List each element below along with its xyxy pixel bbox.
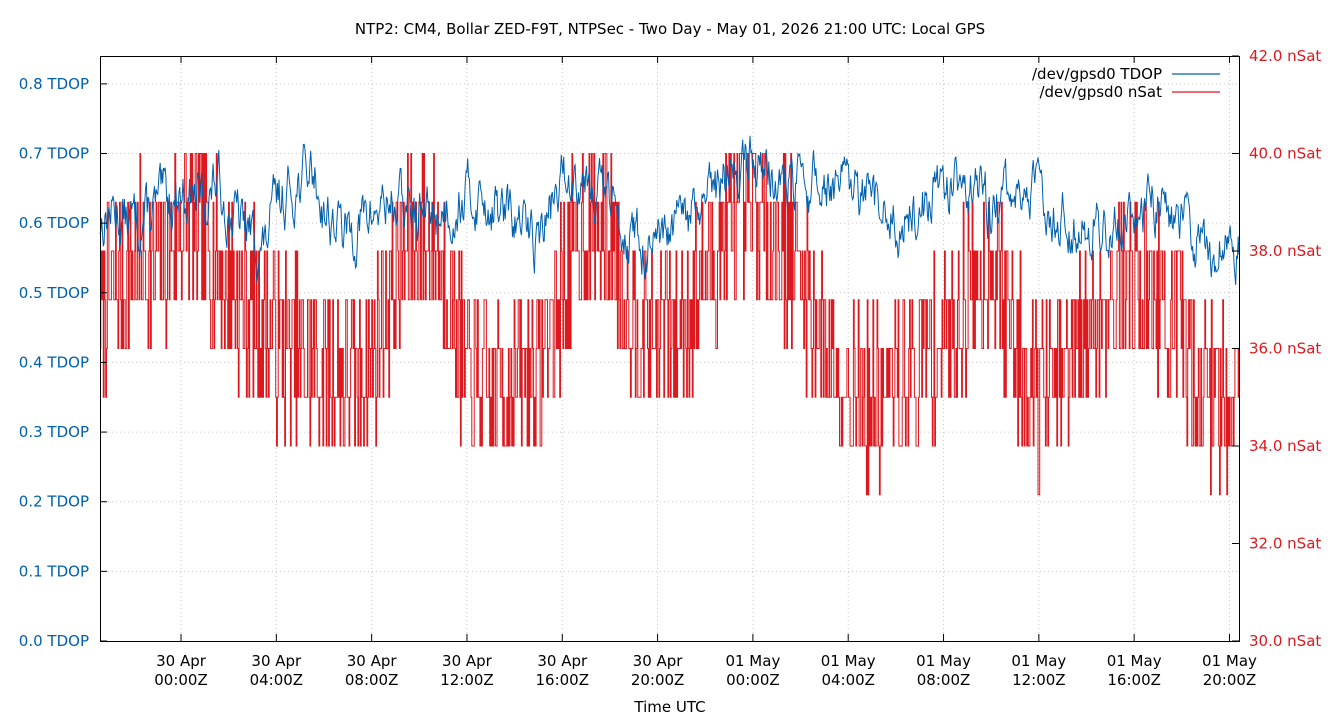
y-left-tick-label: 0.5 TDOP — [19, 284, 89, 302]
x-tick-label-time: 08:00Z — [917, 671, 971, 689]
x-tick-label-date: 01 May — [916, 652, 971, 670]
y-right-tick-label: 34.0 nSat — [1249, 437, 1321, 455]
x-tick-label-date: 30 Apr — [156, 652, 207, 670]
x-tick-label-date: 01 May — [1107, 652, 1162, 670]
x-tick-label-date: 01 May — [1202, 652, 1257, 670]
y-right-tick-label: 36.0 nSat — [1249, 340, 1321, 358]
y-right-tick-label: 32.0 nSat — [1249, 535, 1321, 553]
y-right-tick-label: 30.0 nSat — [1249, 632, 1321, 650]
x-tick-label-time: 20:00Z — [1203, 671, 1257, 689]
x-tick-label-date: 30 Apr — [633, 652, 684, 670]
x-tick-label-date: 30 Apr — [537, 652, 588, 670]
x-tick-label-time: 20:00Z — [631, 671, 685, 689]
y-left-tick-label: 0.8 TDOP — [19, 75, 89, 93]
y-left-tick-label: 0.6 TDOP — [19, 214, 89, 232]
x-axis-label: Time UTC — [633, 698, 705, 716]
x-tick-label-date: 01 May — [725, 652, 780, 670]
y-left-tick-label: 0.1 TDOP — [19, 562, 89, 580]
x-tick-label-date: 01 May — [1011, 652, 1066, 670]
x-tick-label-time: 04:00Z — [250, 671, 304, 689]
y-right-tick-label: 38.0 nSat — [1249, 242, 1321, 260]
chart-title: NTP2: CM4, Bollar ZED-F9T, NTPSec - Two … — [355, 20, 985, 38]
x-tick-label-date: 30 Apr — [251, 652, 302, 670]
x-tick-label-time: 12:00Z — [440, 671, 494, 689]
series-line-tdop — [99, 135, 1240, 285]
legend: /dev/gpsd0 TDOP /dev/gpsd0 nSat — [1032, 65, 1220, 101]
x-tick-label-date: 30 Apr — [347, 652, 398, 670]
x-tick-label-time: 08:00Z — [345, 671, 399, 689]
x-tick-label-time: 16:00Z — [536, 671, 590, 689]
plot-frame — [100, 56, 1240, 642]
y-right-tick-label: 40.0 nSat — [1249, 145, 1321, 163]
y-right-tick-label: 42.0 nSat — [1249, 47, 1321, 65]
x-tick-label-time: 12:00Z — [1012, 671, 1066, 689]
y-left-tick-label: 0.4 TDOP — [19, 353, 89, 371]
y-left-tick-label: 0.2 TDOP — [19, 493, 89, 511]
legend-label-nsat: /dev/gpsd0 nSat — [1039, 83, 1162, 101]
legend-label-tdop: /dev/gpsd0 TDOP — [1032, 65, 1162, 83]
y-left-tick-label: 0.7 TDOP — [19, 145, 89, 163]
x-tick-label-date: 30 Apr — [442, 652, 493, 670]
x-tick-label-time: 00:00Z — [154, 671, 208, 689]
x-tick-label-time: 16:00Z — [1107, 671, 1161, 689]
series-line-nsat — [100, 153, 1240, 496]
x-tick-label-date: 01 May — [821, 652, 876, 670]
x-tick-label-time: 04:00Z — [821, 671, 875, 689]
y-left-tick-label: 0.3 TDOP — [19, 423, 89, 441]
series-layer — [99, 135, 1240, 496]
x-tick-label-time: 00:00Z — [726, 671, 780, 689]
y-left-tick-label: 0.0 TDOP — [19, 632, 89, 650]
